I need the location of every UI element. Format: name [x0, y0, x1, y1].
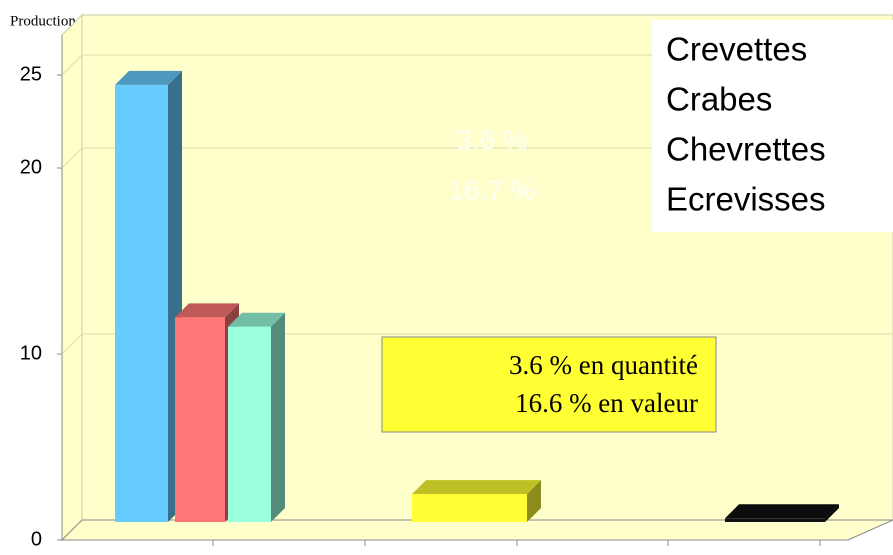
bar-top [115, 70, 182, 85]
bar [725, 518, 825, 522]
faint-annotation: 16.7 % [448, 174, 535, 205]
legend-label: Chevrettes [666, 131, 826, 168]
bar-top [725, 504, 839, 519]
legend-label: Crabes [666, 81, 772, 118]
side-wall [61, 13, 83, 542]
bar [228, 326, 271, 522]
legend-label: Ecrevisses [666, 181, 826, 218]
bar-top [412, 480, 541, 495]
bar [175, 317, 225, 522]
annotation-text: 16.6 % en valeur [515, 388, 698, 418]
grid-line [61, 147, 83, 169]
y-tick-label: 25 [20, 63, 42, 85]
bar [412, 494, 527, 522]
y-tick-label: 10 [20, 342, 42, 364]
y-tick-label: 0 [31, 528, 42, 550]
annotation-text: 3.6 % en quantité [509, 350, 698, 380]
faint-annotation: 3.6 % [456, 124, 528, 155]
bar-side [825, 504, 839, 522]
bar-side [271, 312, 285, 522]
y-tick-label: 20 [20, 156, 42, 178]
bar [115, 84, 168, 523]
grid-line [61, 333, 83, 355]
bar-top [175, 303, 239, 318]
bar-side [527, 480, 541, 522]
annotation-box [381, 336, 717, 433]
grid-line [61, 54, 83, 76]
floor [60, 519, 893, 541]
legend-box [652, 20, 893, 232]
legend-label: Crevettes [666, 31, 807, 68]
bar-top [228, 312, 285, 327]
